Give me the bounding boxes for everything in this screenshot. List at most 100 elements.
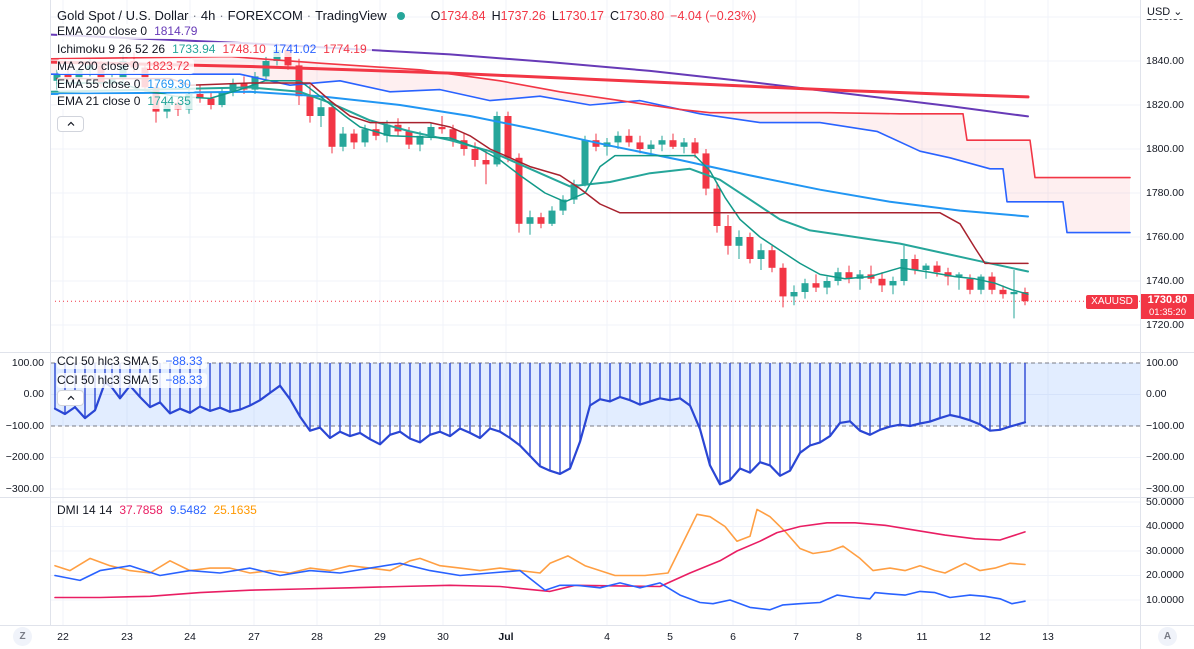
cci-pane[interactable] — [51, 362, 1140, 486]
chevron-up-icon — [67, 121, 74, 126]
indicator-title: MA 200 close 0 — [57, 59, 140, 74]
indicator-legend-row[interactable]: EMA 55 close 0 1769.30 — [57, 76, 196, 92]
interval-label[interactable]: 4h — [200, 8, 216, 23]
close-value: 1730.80 — [618, 9, 665, 23]
price-tick-label: 1720.00 — [1146, 318, 1184, 331]
cci-tick-label: −200.00 — [1146, 451, 1185, 463]
time-axis-border — [0, 625, 1194, 626]
bar-countdown: 01:35:20 — [1149, 307, 1186, 318]
cci-tick-label-left: −100.00 — [5, 419, 44, 432]
right-axis-border — [1140, 0, 1141, 649]
indicator-value: 1814.79 — [154, 24, 198, 38]
ema55-line — [51, 90, 1029, 218]
price-tick-label: 1780.00 — [1146, 186, 1184, 199]
indicator-value: −88.33 — [165, 372, 203, 387]
indicator-legend-row[interactable]: DMI 14 14 37.7858 9.5482 25.1635 — [57, 503, 262, 518]
indicator-legend-row[interactable]: CCI 50 hlc3 SMA 5 −88.33 — [57, 354, 208, 369]
indicator-title: EMA 21 close 0 — [57, 94, 141, 109]
symbol-price-label: XAUUSD — [1086, 295, 1138, 309]
indicator-value: 1741.02 — [272, 41, 317, 56]
indicator-value: 1774.19 — [323, 41, 367, 56]
open-label: O — [430, 9, 441, 23]
collapse-cci-legend-button[interactable] — [57, 390, 84, 406]
exchange-label: FOREXCOM — [227, 8, 303, 23]
dmi-adx-line — [54, 522, 1026, 599]
currency-selector[interactable]: USD ⌄ — [1144, 4, 1186, 19]
ichimoku-kijun-line — [56, 77, 1029, 265]
indicator-title: CCI 50 hlc3 SMA 5 — [57, 354, 159, 368]
indicator-title: DMI 14 14 — [57, 503, 113, 517]
symbol-header[interactable]: Gold Spot / U.S. Dollar · 4h · FOREXCOM · Trad… — [57, 8, 756, 23]
last-price-value: 1730.80 — [1147, 294, 1188, 306]
price-tick-label: 1740.00 — [1146, 274, 1184, 287]
indicator-legend-row[interactable]: CCI 50 hlc3 SMA 5 −88.33 — [57, 372, 208, 388]
dmi-pane[interactable] — [54, 508, 1026, 611]
auto-scale-button[interactable]: A — [1158, 627, 1177, 646]
ichimoku-tenkan-line — [56, 80, 1029, 295]
cci-tick-label-left: 100.00 — [11, 356, 44, 369]
time-tick-label: 12 — [979, 631, 991, 643]
indicator-value: −88.33 — [165, 354, 203, 368]
ichimoku-cloud — [51, 56, 1130, 233]
timezone-button[interactable]: Z — [13, 627, 32, 646]
low-value: 1730.17 — [558, 9, 604, 23]
dmi-tick-label: 30.0000 — [1146, 544, 1184, 557]
dmi-tick-label: 50.0000 — [1146, 495, 1184, 508]
market-status-icon — [396, 12, 405, 21]
indicator-title: EMA 55 close 0 — [57, 76, 141, 91]
indicator-value: 1744.35 — [147, 94, 191, 109]
dmi-minus-di-line — [54, 508, 1026, 577]
price-tick-label: 1840.00 — [1146, 54, 1184, 67]
ohlc-values: O1734.84 H1737.26 L1730.17 C1730.80 −4.04 (−… — [425, 9, 757, 23]
indicator-value: 9.5482 — [169, 503, 207, 517]
collapse-legend-button[interactable] — [57, 116, 84, 132]
price-pane[interactable] — [51, 33, 1140, 319]
price-tick-label: 1800.00 — [1146, 142, 1184, 155]
time-tick-label: 27 — [248, 631, 260, 643]
pane-separator-dmi[interactable] — [0, 497, 1194, 498]
last-price-badge: 1730.80 01:35:20 — [1141, 294, 1194, 319]
ichimoku-senkou-a-line — [51, 55, 1131, 179]
indicator-value: 25.1635 — [213, 503, 257, 517]
dmi-tick-label: 40.0000 — [1146, 520, 1184, 532]
indicator-legend-row[interactable]: MA 200 close 0 1823.72 — [57, 59, 195, 75]
header-separator: · — [306, 8, 312, 23]
pane-separator-cci[interactable] — [0, 352, 1194, 353]
left-axis-border — [50, 0, 51, 625]
cci-band — [51, 363, 1140, 426]
time-tick-label: 23 — [121, 631, 133, 643]
indicator-value: 1823.72 — [146, 59, 190, 74]
cci-histogram — [54, 363, 1026, 485]
indicator-legend-row[interactable]: Ichimoku 9 26 52 26 1733.94 1748.10 1741.02… — [57, 41, 372, 57]
time-tick-label: 13 — [1042, 631, 1054, 643]
ichimoku-senkou-b-line — [51, 73, 1131, 234]
chevron-up-icon — [67, 395, 74, 400]
time-tick-label: 24 — [184, 631, 196, 643]
grid-lines — [51, 0, 1140, 625]
change-value: −4.04 (−0.23%) — [670, 9, 757, 23]
dmi-tick-label: 20.0000 — [1146, 569, 1184, 581]
cci-line — [53, 381, 1027, 486]
time-tick-label: 22 — [57, 631, 69, 643]
time-tick-label: 11 — [916, 631, 928, 643]
indicator-legend-row[interactable]: EMA 21 close 0 1744.35 — [57, 94, 196, 110]
indicator-value: 1733.94 — [172, 41, 216, 56]
indicator-value: 1748.10 — [222, 41, 266, 56]
time-tick-label: 30 — [437, 631, 449, 643]
time-tick-label: 29 — [374, 631, 386, 643]
high-value: 1737.26 — [500, 9, 546, 23]
low-label: L — [551, 9, 559, 23]
time-tick-label: 28 — [311, 631, 323, 643]
indicator-title: Ichimoku 9 26 52 26 — [57, 41, 166, 56]
high-label: H — [491, 9, 501, 23]
indicator-legend-row[interactable]: EMA 200 close 0 1814.79 — [57, 24, 203, 39]
cci-tick-label-left: 0.00 — [23, 388, 44, 400]
time-tick-label: 7 — [793, 631, 799, 643]
indicator-value: 1769.30 — [147, 76, 191, 91]
open-value: 1734.84 — [440, 9, 486, 23]
ma200-line — [51, 60, 1030, 99]
indicator-value: 37.7858 — [119, 503, 163, 517]
symbol-title[interactable]: Gold Spot / U.S. Dollar — [57, 8, 189, 23]
